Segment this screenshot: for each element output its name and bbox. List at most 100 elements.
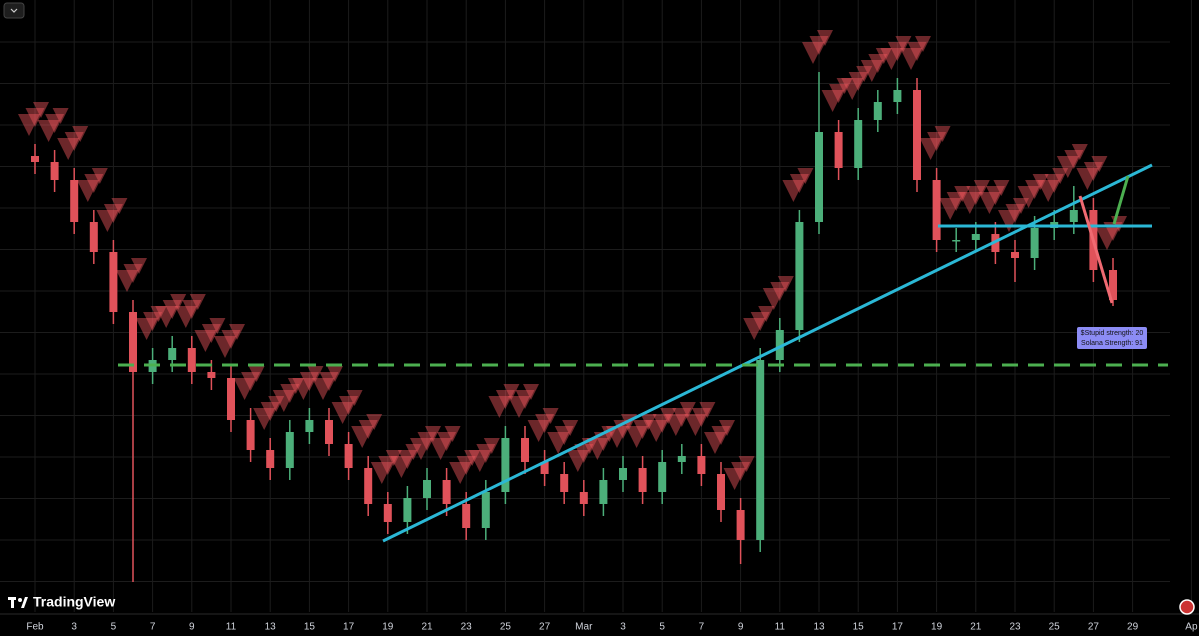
signal-triangle (339, 396, 359, 415)
signal-triangle (358, 420, 378, 439)
x-tick-label: 11 (226, 622, 237, 633)
candle-body (1069, 210, 1078, 222)
signal-triangle (319, 372, 339, 391)
signal-triangle (91, 168, 108, 184)
candle-body (775, 330, 784, 360)
candle-body (1030, 228, 1039, 258)
signal-triangle (397, 450, 417, 469)
signal-triangle (875, 48, 892, 64)
signal-triangle (978, 192, 1001, 214)
signal-triangle (1091, 156, 1108, 172)
signal-triangle (488, 396, 511, 418)
signal-triangle (848, 72, 868, 91)
candle-body (658, 462, 667, 492)
x-tick-label: 25 (500, 622, 512, 633)
x-tick-label: 5 (111, 622, 117, 633)
signal-triangle (606, 426, 628, 448)
signal-triangle (241, 372, 261, 391)
signal-triangle (684, 414, 707, 436)
candle-body (344, 444, 353, 468)
signal-triangle (985, 186, 1005, 205)
candle-body (325, 420, 333, 444)
signal-triangle (385, 450, 402, 466)
signal-triangle (33, 102, 49, 118)
signal-triangle (503, 384, 520, 400)
signal-triangle (535, 414, 555, 433)
signal-triangle (96, 210, 119, 232)
signal-triangle (934, 126, 951, 142)
signal-triangle (821, 90, 844, 112)
signal-triangle (425, 426, 441, 442)
signal-triangle (731, 462, 751, 481)
candle-body (31, 156, 39, 162)
candle-body (697, 456, 706, 474)
signal-triangle (135, 318, 158, 340)
signal-triangle (770, 282, 790, 301)
signal-triangle (625, 426, 648, 448)
signal-triangle (221, 330, 241, 349)
candle-body (834, 132, 843, 168)
signal-triangle (1005, 204, 1025, 223)
annotation-text: Solana Strength: 91 (1081, 340, 1143, 347)
signal-triangle (248, 366, 265, 382)
candle-body (736, 510, 745, 540)
signal-triangle (346, 390, 363, 406)
signal-triangle (664, 414, 687, 436)
signal-triangle (170, 294, 187, 310)
signal-triangle (150, 306, 167, 322)
candle-body (168, 348, 177, 360)
signal-triangle (233, 378, 256, 400)
candle-body (501, 438, 510, 492)
candle-body (677, 456, 686, 462)
projection-line (1112, 175, 1130, 225)
signal-triangle (1013, 198, 1029, 214)
signal-triangle (1052, 168, 1069, 184)
signal-triangle (927, 132, 947, 151)
signal-triangle (868, 54, 888, 73)
signal-triangle (280, 384, 300, 403)
x-tick-label: Mar (575, 622, 593, 633)
signal-triangle (37, 120, 60, 142)
candle-body (423, 480, 431, 498)
signal-triangle (547, 432, 570, 454)
chevron-icon (10, 8, 18, 13)
signal-triangle (958, 192, 981, 214)
candle-body (952, 240, 961, 242)
signal-triangle (370, 462, 393, 484)
signal-triangle (633, 420, 653, 439)
signal-triangle (449, 462, 472, 484)
candle-body (815, 132, 823, 222)
candle-body (442, 480, 451, 504)
x-tick-label: 21 (421, 622, 433, 633)
signal-triangle (829, 84, 849, 103)
signal-triangle (483, 438, 500, 454)
signal-triangle (758, 306, 775, 322)
signal-triangle (762, 288, 785, 310)
signal-triangle (542, 408, 559, 424)
signal-triangle (719, 420, 735, 436)
x-tick-label: 27 (539, 622, 551, 633)
signal-triangle (782, 180, 805, 202)
signal-triangle (410, 438, 432, 460)
signal-triangle (476, 444, 496, 463)
candle-body (795, 222, 804, 330)
signal-triangle (84, 174, 104, 193)
candle-body (893, 90, 902, 102)
brand-name: TradingView (33, 594, 115, 610)
signal-triangle (76, 180, 99, 202)
candle-body (854, 120, 863, 168)
signal-triangle (131, 258, 147, 274)
signal-triangle (25, 108, 45, 127)
signal-triangle (907, 42, 927, 61)
signal-triangle (464, 450, 481, 466)
signal-triangle (378, 456, 398, 475)
signal-triangle (468, 450, 491, 472)
candle-body (1109, 270, 1117, 300)
signal-triangle (660, 408, 677, 424)
candle-body (207, 372, 216, 378)
x-tick-label: 7 (699, 622, 705, 633)
signal-triangle (508, 396, 530, 418)
signal-triangle (895, 36, 912, 52)
collapse-button[interactable] (3, 2, 25, 19)
